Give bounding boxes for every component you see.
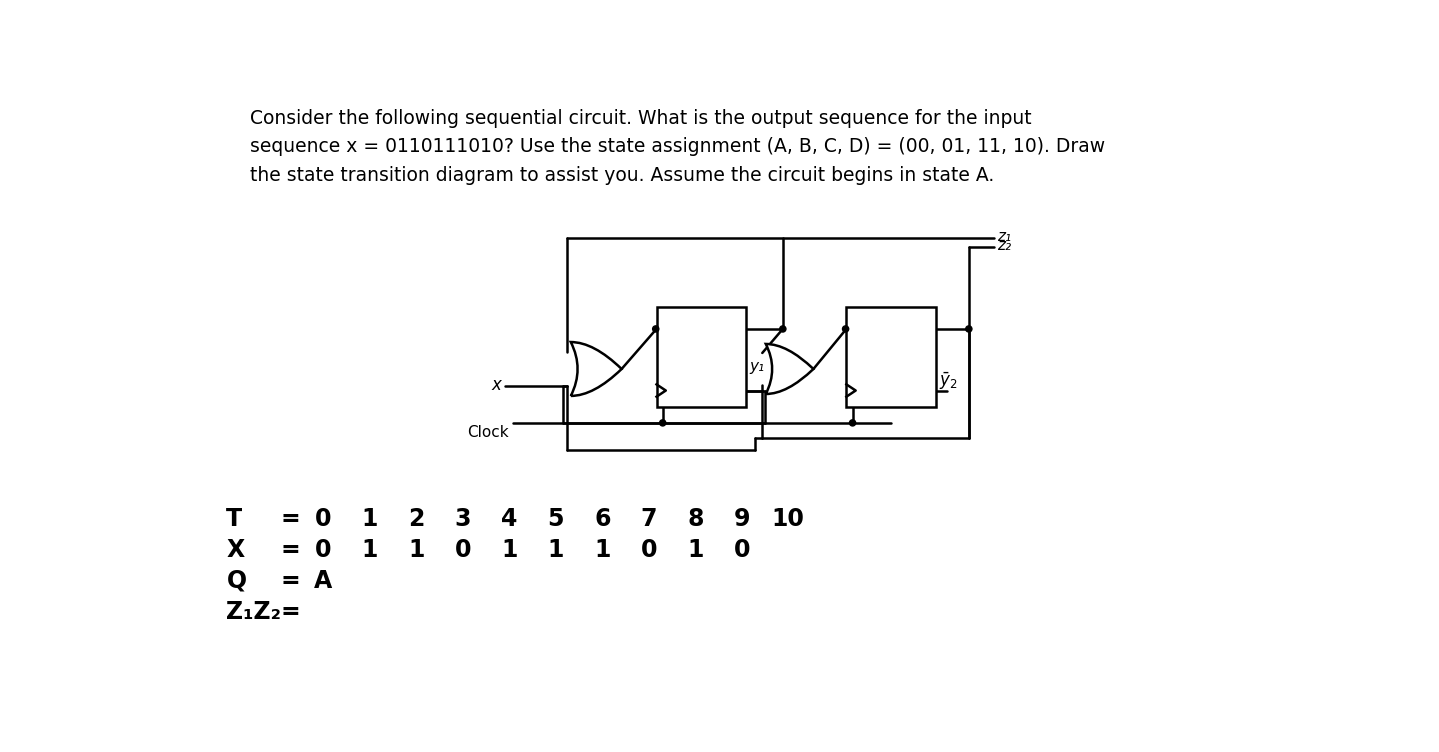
- Text: 0: 0: [640, 538, 658, 562]
- Text: =: =: [281, 538, 301, 562]
- Text: $\bar{Q}$: $\bar{Q}$: [914, 371, 928, 393]
- Text: C: C: [671, 375, 682, 393]
- Text: Q: Q: [724, 317, 737, 335]
- Text: Clock: Clock: [466, 425, 508, 440]
- Bar: [656, 308, 745, 408]
- Text: 1: 1: [594, 538, 610, 562]
- Text: 2: 2: [409, 507, 425, 531]
- Circle shape: [842, 326, 849, 332]
- Text: =: =: [281, 569, 301, 593]
- Text: T: T: [226, 507, 243, 531]
- Circle shape: [849, 420, 856, 426]
- Text: D: D: [855, 317, 866, 335]
- Circle shape: [780, 326, 786, 332]
- Text: $\bar{Q}$: $\bar{Q}$: [724, 371, 738, 393]
- Bar: [846, 308, 935, 408]
- Circle shape: [659, 420, 666, 426]
- Text: Q: Q: [226, 569, 246, 593]
- Text: =: =: [281, 599, 301, 623]
- Text: 4: 4: [501, 507, 518, 531]
- Circle shape: [653, 326, 659, 332]
- Text: 1: 1: [361, 538, 378, 562]
- Text: 6: 6: [594, 507, 610, 531]
- PathPatch shape: [766, 344, 813, 394]
- Text: 0: 0: [315, 538, 331, 562]
- Text: 0: 0: [734, 538, 750, 562]
- Text: 7: 7: [640, 507, 658, 531]
- Text: Q: Q: [914, 317, 927, 335]
- Text: 0: 0: [455, 538, 471, 562]
- Text: 1: 1: [409, 538, 425, 562]
- Text: 1: 1: [548, 538, 564, 562]
- Text: A: A: [314, 569, 332, 593]
- Text: x: x: [492, 376, 502, 394]
- Text: 9: 9: [734, 507, 750, 531]
- Text: Z₁Z₂: Z₁Z₂: [226, 599, 282, 623]
- Text: 10: 10: [771, 507, 804, 531]
- Text: z₁: z₁: [997, 229, 1010, 244]
- Text: 5: 5: [547, 507, 564, 531]
- Text: D: D: [665, 317, 676, 335]
- Text: z₂: z₂: [997, 238, 1010, 253]
- Text: Consider the following sequential circuit. What is the output sequence for the i: Consider the following sequential circui…: [249, 109, 1105, 185]
- Text: $\bar{y}_2$: $\bar{y}_2$: [940, 371, 958, 392]
- Text: 8: 8: [686, 507, 704, 531]
- Text: 1: 1: [501, 538, 518, 562]
- Text: =: =: [281, 507, 301, 531]
- Text: C: C: [861, 375, 872, 393]
- Text: 1: 1: [686, 538, 704, 562]
- PathPatch shape: [571, 342, 622, 396]
- Text: X: X: [226, 538, 245, 562]
- Text: y₁: y₁: [750, 359, 764, 374]
- Text: 1: 1: [361, 507, 378, 531]
- Circle shape: [966, 326, 971, 332]
- Text: 0: 0: [315, 507, 331, 531]
- Text: 3: 3: [455, 507, 471, 531]
